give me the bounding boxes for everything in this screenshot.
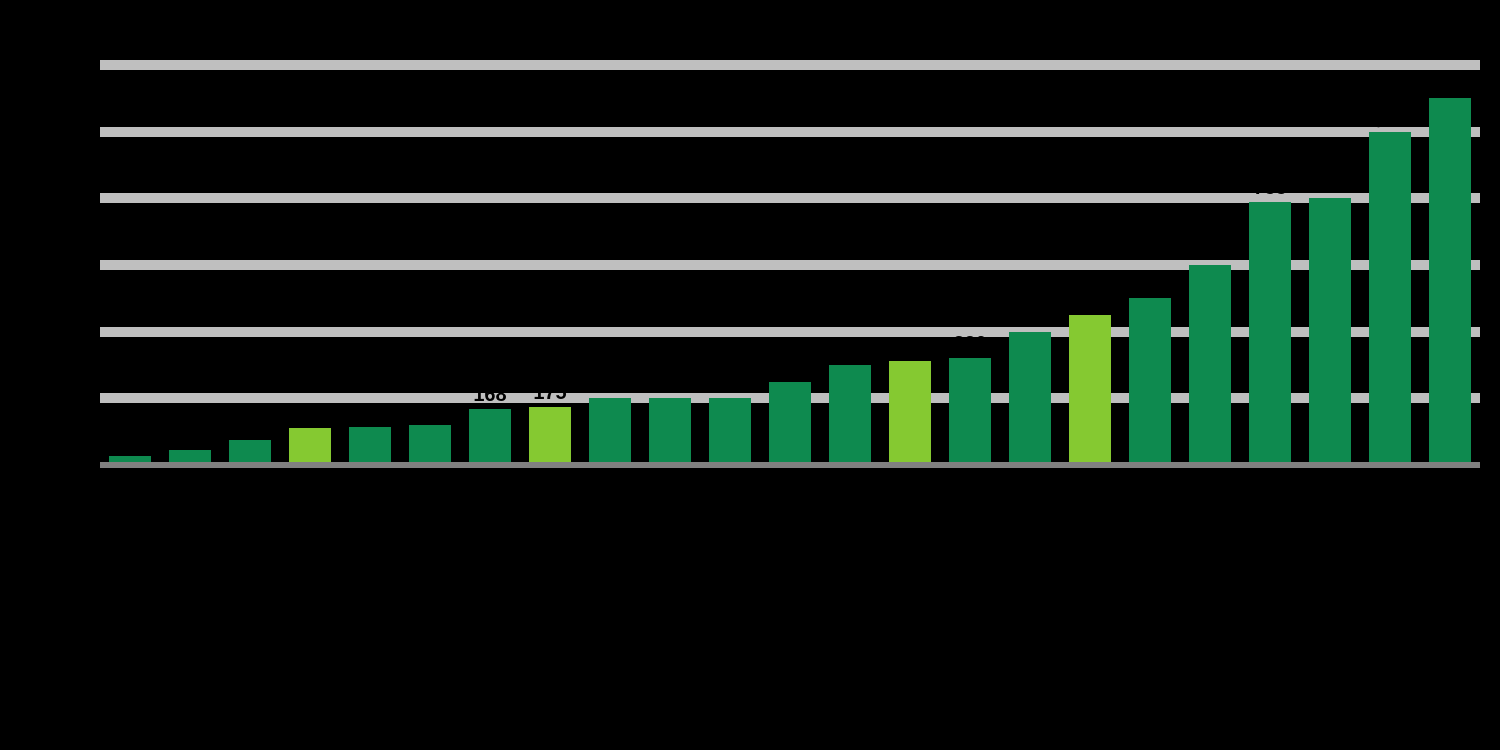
bar-slot: 46 (160, 65, 220, 465)
bar (1429, 98, 1471, 465)
bar-slot: 1,000 (1360, 65, 1420, 465)
x-tick-label: Ethiopia (924, 475, 985, 536)
y-tick-label: 600 (60, 255, 90, 276)
bar (949, 358, 991, 465)
x-tick-label: DRC (1302, 475, 1344, 517)
x-tick-label: Nigeria (510, 475, 565, 530)
bar-slot: 450 (1060, 65, 1120, 465)
bar-value-label: 1,100 (1425, 73, 1475, 96)
x-tick-label: Zimbabwe (1391, 475, 1465, 549)
bar-value-label: 1,000 (1365, 107, 1415, 130)
x-tick-label: Botswana (734, 475, 805, 546)
bar-slot: 300 (820, 65, 880, 465)
bar-slot: 111 (280, 65, 340, 465)
bar-value-label: 313 (893, 336, 926, 359)
bar-value-label: 120 (413, 400, 446, 423)
bar (529, 407, 571, 465)
bar-value-label: 450 (1073, 290, 1106, 313)
bar-value-label: 200 (653, 373, 686, 396)
bar (289, 428, 331, 465)
x-tick-label: Senegal (863, 475, 925, 537)
bar-value-label: 28 (119, 431, 141, 454)
bar-slot: 400 (1000, 65, 1060, 465)
plot-area: 02004006008001,0001,200 2846751111151201… (100, 65, 1480, 465)
x-tick-label: Rwanda (1163, 475, 1225, 537)
bar-slot: 200 (580, 65, 640, 465)
y-tick-label: 800 (60, 188, 90, 209)
bar-value-label: 46 (179, 425, 201, 448)
bar (649, 398, 691, 465)
x-tick-label: Angola (210, 475, 264, 529)
bar-slot: 800 (1300, 65, 1360, 465)
x-tick-label: Ghana (452, 475, 505, 528)
bar (1189, 265, 1231, 465)
bar-slot: 600 (1180, 65, 1240, 465)
bar-slot: 200 (640, 65, 700, 465)
bar-slot: 175 (520, 65, 580, 465)
bar (349, 427, 391, 465)
bar-slot: 120 (400, 65, 460, 465)
bar-value-label: 600 (1193, 240, 1226, 263)
bars-container: 28 46 75 111 115 120 168 175 200 200 200 250 300 313 3… (100, 65, 1480, 465)
x-tick-label: Gabon (572, 475, 625, 528)
x-tick-label: Malawi (1350, 475, 1404, 529)
x-tick-label: Kenya (394, 475, 445, 526)
bar-value-label: 168 (473, 384, 506, 407)
bar-value-label: 300 (833, 340, 866, 363)
bar (1369, 132, 1411, 465)
bar (1069, 315, 1111, 465)
y-tick-label: 400 (60, 321, 90, 342)
bar (829, 365, 871, 465)
bar-value-label: 75 (239, 415, 261, 438)
bar-value-label: 320 (953, 333, 986, 356)
bar-value-label: 800 (1313, 173, 1346, 196)
bar-slot: 500 (1120, 65, 1180, 465)
y-tick-label: 1,000 (45, 121, 90, 142)
x-tick-label: Zambia (808, 475, 865, 532)
y-tick-label: 0 (80, 455, 90, 476)
bar (1309, 198, 1351, 465)
bar-value-label: 788 (1253, 177, 1286, 200)
bar (469, 409, 511, 465)
bar-value-label: 115 (354, 402, 386, 425)
bar (1129, 298, 1171, 465)
bar-slot: 115 (340, 65, 400, 465)
bar-value-label: 111 (294, 403, 325, 426)
bar-slot: 1,100 (1420, 65, 1480, 465)
x-tick-label: China (1117, 475, 1165, 523)
y-tick-label: 1,200 (45, 55, 90, 76)
bar (709, 398, 751, 465)
bar-slot: 313 (880, 65, 940, 465)
bar (769, 382, 811, 465)
bar-slot: 250 (760, 65, 820, 465)
bar-value-label: 400 (1013, 307, 1046, 330)
x-tick-label: Republic of Congo (625, 475, 745, 595)
y-tick-label: 200 (60, 388, 90, 409)
bar-slot: 788 (1240, 65, 1300, 465)
bar-value-label: 500 (1133, 273, 1166, 296)
bar-value-label: 200 (593, 373, 626, 396)
bar-chart: 02004006008001,0001,200 2846751111151201… (100, 65, 1480, 465)
x-tick-label: Vietnam (144, 475, 205, 536)
x-axis-baseline (100, 462, 1480, 468)
y-axis-labels: 02004006008001,0001,200 (30, 65, 100, 465)
bar-value-label: 200 (713, 373, 746, 396)
bar-slot: 28 (100, 65, 160, 465)
bar-slot: 320 (940, 65, 1000, 465)
bar (1249, 202, 1291, 465)
bar (409, 425, 451, 465)
bar-slot: 75 (220, 65, 280, 465)
bar-slot: 200 (700, 65, 760, 465)
bar (589, 398, 631, 465)
x-tick-label: Uganda (1225, 475, 1284, 534)
bar (889, 361, 931, 465)
bar-value-label: 175 (533, 382, 566, 405)
bar (1009, 332, 1051, 465)
x-tick-label: Ivory Coast (66, 475, 145, 554)
bar-slot: 168 (460, 65, 520, 465)
bar-value-label: 250 (773, 357, 806, 380)
